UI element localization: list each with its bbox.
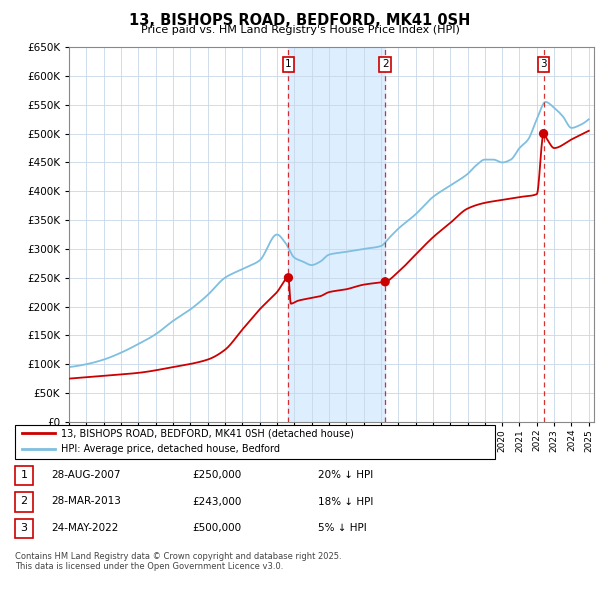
- Point: [539, 129, 548, 139]
- Text: 13, BISHOPS ROAD, BEDFORD, MK41 0SH: 13, BISHOPS ROAD, BEDFORD, MK41 0SH: [130, 13, 470, 28]
- Text: 2: 2: [20, 497, 28, 506]
- Text: £243,000: £243,000: [192, 497, 241, 506]
- Text: 5% ↓ HPI: 5% ↓ HPI: [318, 523, 367, 533]
- Text: 18% ↓ HPI: 18% ↓ HPI: [318, 497, 373, 506]
- Text: HPI: Average price, detached house, Bedford: HPI: Average price, detached house, Bedf…: [61, 444, 280, 454]
- Text: Price paid vs. HM Land Registry's House Price Index (HPI): Price paid vs. HM Land Registry's House …: [140, 25, 460, 35]
- Text: 28-MAR-2013: 28-MAR-2013: [51, 497, 121, 506]
- Text: 28-AUG-2007: 28-AUG-2007: [51, 470, 121, 480]
- Bar: [289, 47, 385, 422]
- Text: £500,000: £500,000: [192, 523, 241, 533]
- Text: 3: 3: [540, 60, 547, 70]
- Text: 24-MAY-2022: 24-MAY-2022: [51, 523, 118, 533]
- Point: [284, 273, 293, 283]
- Text: £250,000: £250,000: [192, 470, 241, 480]
- Text: 1: 1: [20, 470, 28, 480]
- Text: 1: 1: [285, 60, 292, 70]
- Text: 3: 3: [20, 523, 28, 533]
- Text: 2: 2: [382, 60, 388, 70]
- Text: 13, BISHOPS ROAD, BEDFORD, MK41 0SH (detached house): 13, BISHOPS ROAD, BEDFORD, MK41 0SH (det…: [61, 428, 354, 438]
- Text: 20% ↓ HPI: 20% ↓ HPI: [318, 470, 373, 480]
- Text: Contains HM Land Registry data © Crown copyright and database right 2025.
This d: Contains HM Land Registry data © Crown c…: [15, 552, 341, 571]
- Point: [380, 277, 390, 287]
